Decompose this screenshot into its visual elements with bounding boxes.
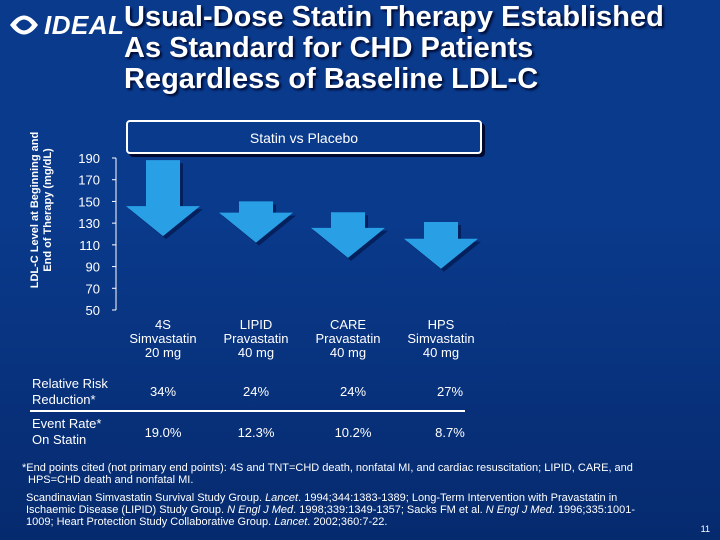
- x-category-label-line: Pravastatin: [223, 331, 289, 346]
- x-category-label-line: 40 mg: [237, 345, 275, 360]
- title-line: Regardless of Baseline LDL-C: [124, 63, 539, 95]
- x-category-label-line: CARE: [329, 317, 367, 332]
- ref-text: Scandinavian Simvastatin Survival Study …: [26, 492, 266, 504]
- table-cell: 10.2%: [334, 425, 372, 440]
- page-title: Usual-Dose Statin Therapy Established As…: [124, 2, 714, 95]
- row-label-line: Relative Risk: [32, 376, 108, 391]
- ldl-reduction-arrow: [219, 201, 293, 243]
- table-cell: 24%: [339, 384, 367, 399]
- y-tick-label: 90: [86, 260, 100, 275]
- footnote-line: *End points cited (not primary end point…: [22, 462, 633, 474]
- footnote: *End points cited (not primary end point…: [22, 462, 712, 486]
- x-category-label-line: Pravastatin: [315, 331, 381, 346]
- x-category-label-line: HPS: [427, 317, 455, 332]
- x-category-label-line: LIPID: [239, 317, 273, 332]
- row-label-line: Event Rate*: [32, 416, 102, 431]
- x-category-label-line: Simvastatin: [129, 331, 197, 346]
- ref-text: . 2002;360:7-22.: [307, 516, 388, 528]
- page-number: 11: [700, 524, 710, 534]
- ref-text: . 1994;344:1383-1389; Long-Term Interven…: [298, 492, 618, 504]
- x-category-label: HPS Simvastatin 40 mg: [391, 318, 491, 360]
- footnote-line: HPS=CHD death and nonfatal MI.: [28, 474, 194, 486]
- reference-line: Scandinavian Simvastatin Survival Study …: [26, 492, 696, 504]
- logo-mark-icon: [10, 15, 38, 35]
- ref-text: 1009; Heart Protection Study Collaborati…: [26, 516, 275, 528]
- x-category-label-line: 4S: [155, 317, 171, 332]
- title-line: Usual-Dose Statin Therapy Established: [124, 1, 664, 33]
- y-tick-label: 110: [79, 238, 100, 253]
- x-category-label-line: Simvastatin: [407, 331, 475, 346]
- x-category-label: CARE Pravastatin 40 mg: [298, 318, 398, 360]
- x-category-label-line: 20 mg: [144, 345, 182, 360]
- ref-journal: Lancet: [274, 516, 308, 528]
- ldl-reduction-arrow: [311, 212, 385, 258]
- ref-text: . 1996;335:1001-: [551, 504, 636, 516]
- reference-line: Ischaemic Disease (LIPID) Study Group. N…: [26, 504, 696, 516]
- y-tick-label: 190: [78, 151, 100, 166]
- chart-title-panel: Statin vs Placebo: [126, 120, 482, 154]
- y-tick-label: 150: [78, 194, 100, 209]
- references: Scandinavian Simvastatin Survival Study …: [26, 492, 696, 528]
- ref-journal: Lancet: [265, 492, 299, 504]
- table-cell: 8.7%: [435, 425, 465, 440]
- row-label-relative-risk: Relative Risk Reduction*: [32, 376, 108, 408]
- row-label-event-rate: Event Rate* On Statin: [32, 416, 101, 448]
- table-divider: [30, 410, 465, 412]
- ref-text: . 1998;339:1349-1357; Sacks FM et al.: [293, 504, 486, 516]
- y-tick-label: 70: [86, 281, 100, 296]
- ref-text: Ischaemic Disease (LIPID) Study Group.: [26, 504, 228, 516]
- table-cell: 19.0%: [144, 425, 182, 440]
- ldl-reduction-arrow: [404, 222, 478, 269]
- title-line: As Standard for CHD Patients: [124, 32, 534, 64]
- x-category-label-line: 40 mg: [422, 345, 460, 360]
- table-cell: 34%: [149, 384, 177, 399]
- x-category-label: 4S Simvastatin 20 mg: [113, 318, 213, 360]
- y-tick-label: 50: [86, 303, 100, 318]
- x-category-label: LIPID Pravastatin 40 mg: [206, 318, 306, 360]
- ideal-logo: IDEAL: [6, 10, 124, 40]
- y-tick-label: 130: [78, 216, 100, 231]
- x-category-label-line: 40 mg: [329, 345, 367, 360]
- ldl-reduction-arrow: [126, 160, 200, 237]
- logo-text: IDEAL: [44, 10, 125, 40]
- reference-line: 1009; Heart Protection Study Collaborati…: [26, 516, 696, 528]
- ref-journal: N Engl J Med: [485, 504, 552, 516]
- y-tick-label: 170: [78, 173, 100, 188]
- chart-title: Statin vs Placebo: [249, 130, 359, 146]
- ref-journal: N Engl J Med: [227, 504, 294, 516]
- table-cell: 27%: [436, 384, 464, 399]
- row-label-line: Reduction*: [32, 392, 96, 407]
- row-label-line: On Statin: [32, 432, 87, 447]
- table-cell: 12.3%: [237, 425, 275, 440]
- table-cell: 24%: [242, 384, 270, 399]
